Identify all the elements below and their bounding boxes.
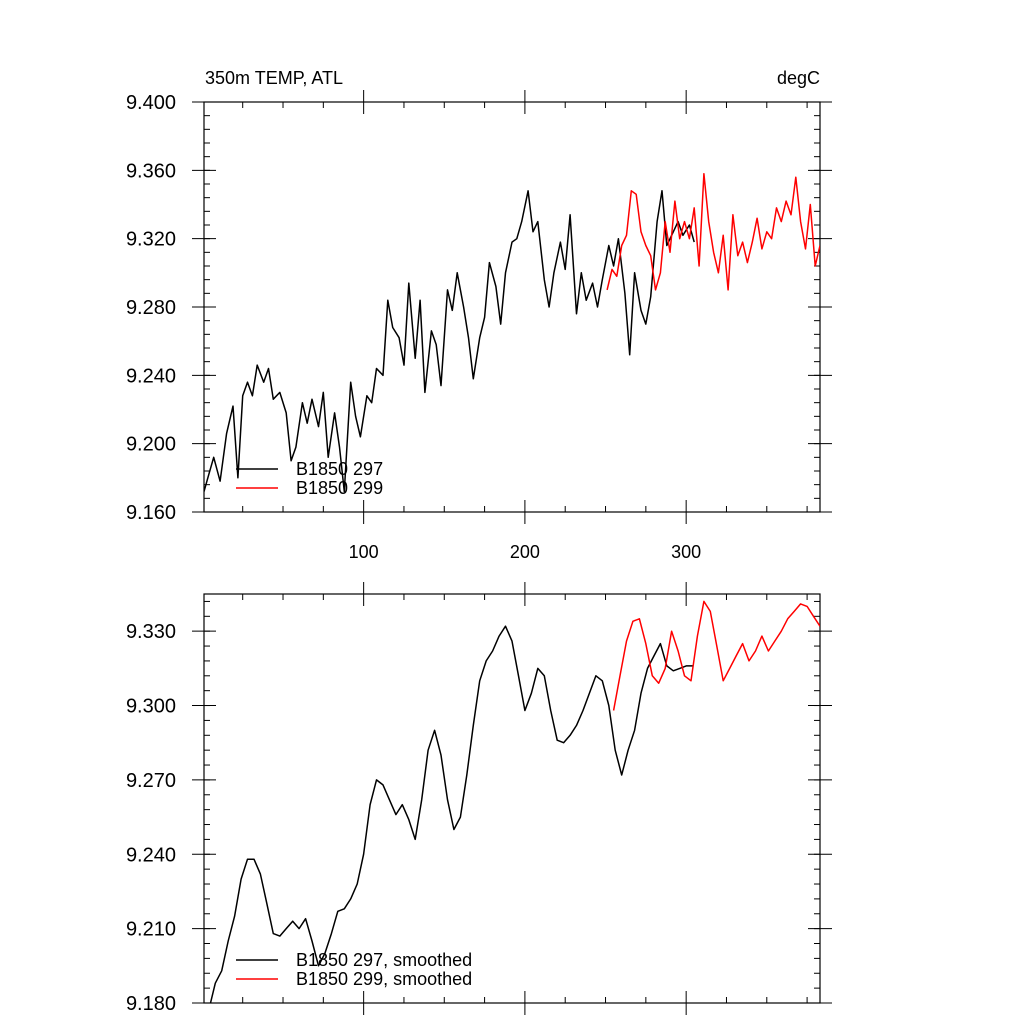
y-tick-label: 9.280 <box>126 297 176 319</box>
y-tick-label: 9.400 <box>126 92 176 114</box>
legend-label: B1850 299 <box>296 478 383 498</box>
chart-units-label: degC <box>777 68 820 88</box>
y-tick-label: 9.160 <box>126 502 176 524</box>
plot-frame <box>203 101 821 513</box>
y-tick-label: 9.200 <box>126 434 176 456</box>
y-tick-label: 9.330 <box>126 621 176 643</box>
series-line-1 <box>204 190 695 493</box>
y-tick-label: 9.320 <box>126 229 176 251</box>
legend-label: B1850 299, smoothed <box>296 969 472 989</box>
y-tick-label: 9.300 <box>126 696 176 718</box>
plot-frame <box>203 593 821 1004</box>
x-tick-label: 200 <box>510 542 540 562</box>
x-tick-label: 300 <box>671 542 701 562</box>
y-tick-label: 9.240 <box>126 365 176 387</box>
series-line-2 <box>606 172 820 291</box>
legend-label: B1850 297, smoothed <box>296 950 472 970</box>
y-tick-label: 9.180 <box>126 993 176 1015</box>
y-tick-label: 9.240 <box>126 844 176 866</box>
top-panel: 100 200 300 9.160 9.200 9.240 9.280 9.320 9.360 9… <box>126 90 832 562</box>
series-line-1 <box>209 625 693 1003</box>
x-tick-label: 100 <box>349 542 379 562</box>
legend-label: B1850 297 <box>296 459 383 479</box>
y-tick-label: 9.270 <box>126 770 176 792</box>
y-tick-label: 9.210 <box>126 919 176 941</box>
chart-title-left: 350m TEMP, ATL <box>205 68 343 88</box>
series-line-2 <box>612 600 820 711</box>
bottom-panel: 9.180 9.210 9.240 9.270 9.300 9.330 B1850 297,… <box>126 582 832 1015</box>
y-tick-label: 9.360 <box>126 160 176 182</box>
